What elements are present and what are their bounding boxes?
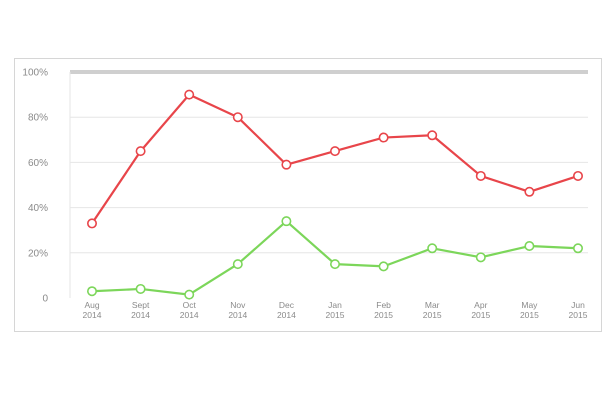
y-tick-label: 100% — [22, 68, 48, 79]
data-point — [475, 252, 486, 263]
x-tick-label: Apr 2015 — [471, 300, 490, 320]
x-tick-label: Sept 2014 — [131, 300, 150, 320]
series-line — [91, 93, 579, 225]
data-point — [135, 283, 146, 294]
y-tick-label: 80% — [28, 113, 48, 124]
data-point — [524, 186, 535, 197]
x-tick-label: Feb 2015 — [374, 300, 393, 320]
y-tick-label: 40% — [28, 203, 48, 214]
x-tick-label: Aug 2014 — [83, 300, 102, 320]
data-point — [281, 216, 292, 227]
data-point — [329, 259, 340, 270]
series-2 — [87, 216, 583, 300]
data-point — [87, 286, 98, 297]
x-tick-label: May 2015 — [520, 300, 539, 320]
data-point — [329, 146, 340, 157]
y-tick-label: 0 — [42, 294, 48, 305]
series-1 — [87, 89, 583, 229]
data-point — [135, 146, 146, 157]
data-point — [378, 261, 389, 272]
data-point — [184, 289, 195, 300]
x-tick-label: Jun 2015 — [569, 300, 588, 320]
data-point — [232, 259, 243, 270]
data-point — [524, 241, 535, 252]
x-tick-label: Mar 2015 — [423, 300, 442, 320]
x-axis-tick-labels: Aug 2014 Sept 2014 Oct 2014 Nov 2014 Dec 2014 Jan 2… — [83, 300, 588, 320]
data-point — [572, 170, 583, 181]
y-axis-tick-labels: 0 20% 40% 60% 80% 100% — [22, 68, 48, 305]
top-limit-bar — [70, 70, 588, 74]
x-tick-label: Dec 2014 — [277, 300, 296, 320]
x-tick-label: Jan 2015 — [326, 300, 345, 320]
data-point — [232, 112, 243, 123]
data-point — [281, 159, 292, 170]
series-layer — [87, 89, 583, 300]
data-point — [572, 243, 583, 254]
data-point — [184, 89, 195, 100]
data-point — [378, 132, 389, 143]
x-tick-label: Oct 2014 — [180, 300, 199, 320]
data-point — [87, 218, 98, 229]
data-point — [427, 130, 438, 141]
x-tick-label: Nov 2014 — [228, 300, 247, 320]
y-tick-label: 60% — [28, 158, 48, 169]
y-tick-label: 20% — [28, 248, 48, 259]
data-point — [427, 243, 438, 254]
gridlines — [69, 70, 588, 298]
data-point — [475, 170, 486, 181]
series-line — [91, 220, 579, 296]
